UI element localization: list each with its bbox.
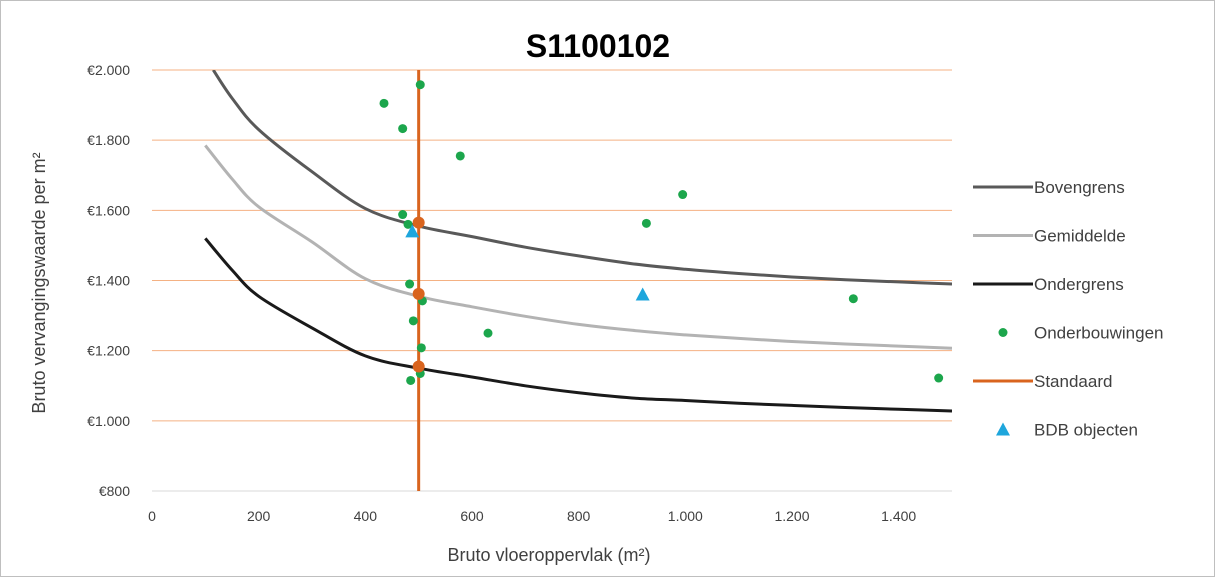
point-bdb-objecten [405, 224, 420, 238]
point-onderbouwingen [483, 328, 493, 338]
legend-label: BDB objecten [1034, 421, 1138, 440]
point-onderbouwingen [408, 316, 418, 326]
series-gemiddelde-line [204, 144, 952, 350]
point-standaard [412, 216, 425, 229]
legend-label: Standaard [1034, 372, 1112, 391]
x-tick-label: 200 [247, 508, 271, 524]
legend-item-onderbouwingen: Onderbouwingen [998, 324, 1163, 343]
y-axis-title: Bruto vervangingswaarde per m² [29, 152, 49, 413]
point-bdb-objecten [635, 287, 650, 301]
x-tick-label: 1.400 [881, 508, 916, 524]
point-onderbouwingen [848, 294, 858, 304]
legend-item-bovengrens: Bovengrens [973, 178, 1125, 197]
point-onderbouwingen [934, 373, 944, 383]
legend-item-ondergrens: Ondergrens [973, 275, 1124, 294]
point-standaard [412, 287, 425, 300]
point-onderbouwingen [398, 124, 408, 134]
point-onderbouwingen [403, 219, 413, 229]
point-onderbouwingen [678, 190, 688, 200]
point-onderbouwingen [455, 151, 465, 161]
legend-item-bdb-objecten: BDB objecten [996, 421, 1138, 440]
series-ondergrens-line [204, 237, 952, 413]
y-tick-label: €2.000 [87, 62, 130, 78]
point-onderbouwingen [415, 80, 425, 90]
x-tick-label: 1.000 [668, 508, 703, 524]
y-tick-label: €1.600 [87, 202, 130, 218]
point-onderbouwingen [641, 218, 651, 228]
y-tick-label: €1.000 [87, 413, 130, 429]
y-tick-label: €1.400 [87, 273, 130, 289]
y-tick-label: €1.800 [87, 132, 130, 148]
legend-label: Onderbouwingen [1034, 324, 1163, 343]
x-axis-title: Bruto vloeroppervlak (m²) [447, 545, 650, 565]
x-tick-label: 1.200 [774, 508, 809, 524]
plot-area [204, 70, 952, 491]
y-tick-label: €800 [99, 483, 130, 499]
point-standaard [412, 360, 425, 373]
point-onderbouwingen [406, 375, 416, 385]
legend-swatch-onderbouwingen [998, 328, 1008, 337]
axes: €800 €1.000 €1.200 €1.400 €1.600 €1.800 €2.000… [87, 62, 952, 524]
x-tick-label: 0 [148, 508, 156, 524]
x-tick-label: 600 [460, 508, 484, 524]
legend-item-gemiddelde: Gemiddelde [973, 227, 1126, 246]
x-tick-label: 400 [354, 508, 378, 524]
legend-label: Ondergrens [1034, 275, 1124, 294]
x-tick-label: 800 [567, 508, 591, 524]
legend-swatch-bdb-objecten [996, 422, 1010, 436]
series-bovengrens-line [212, 70, 952, 286]
legend-label: Bovengrens [1034, 178, 1125, 197]
legend-item-standaard: Standaard [973, 372, 1112, 391]
chart-title: S1100102 [526, 28, 670, 64]
point-onderbouwingen [398, 210, 408, 220]
legend-label: Gemiddelde [1034, 227, 1126, 246]
legend: Bovengrens Gemiddelde Ondergrens Onderbouwi… [973, 178, 1163, 440]
y-tick-label: €1.200 [87, 343, 130, 359]
gridlines [152, 69, 952, 422]
point-onderbouwingen [416, 343, 426, 353]
point-onderbouwingen [405, 279, 415, 289]
point-onderbouwingen [379, 98, 389, 108]
